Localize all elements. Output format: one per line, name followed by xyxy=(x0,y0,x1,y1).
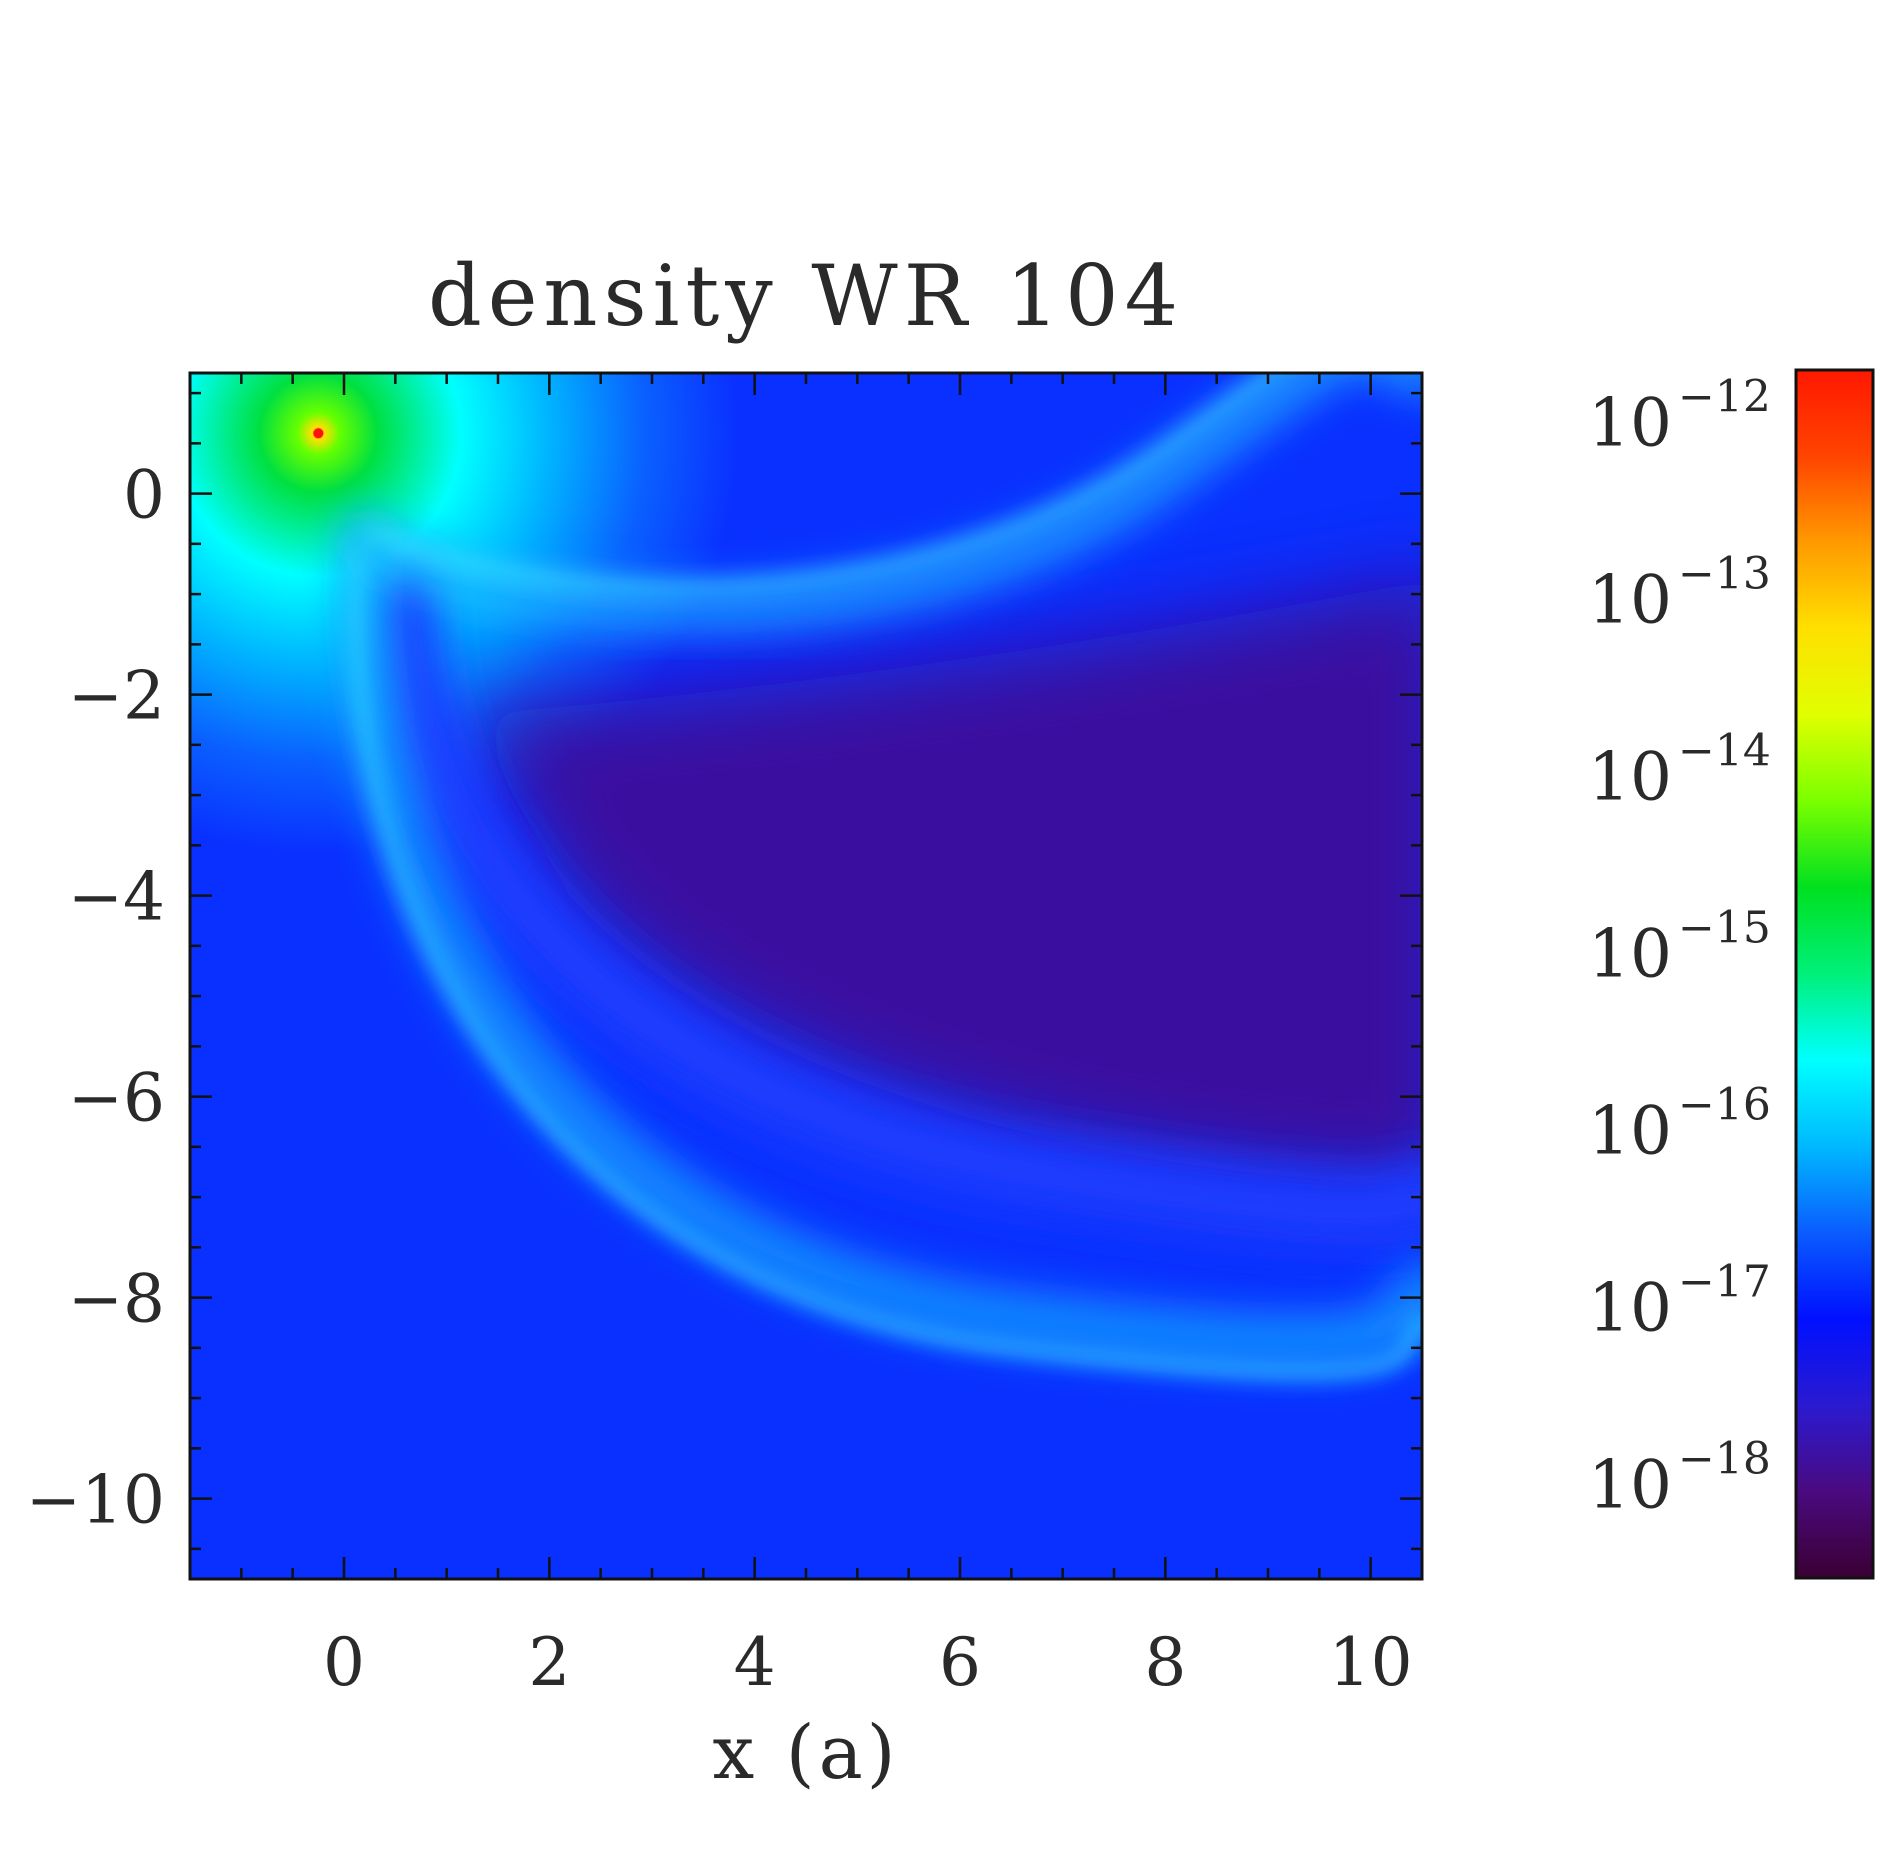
x-tick-label: 4 xyxy=(734,1624,776,1701)
y-tick-label: −10 xyxy=(26,1462,165,1539)
x-tick-label: 8 xyxy=(1144,1624,1186,1701)
y-tick-label: −8 xyxy=(68,1261,165,1338)
y-tick-label: −4 xyxy=(68,859,165,936)
shock-shell-upper xyxy=(354,373,1422,628)
x-tick-label: 2 xyxy=(528,1624,570,1701)
colorbar-tick-label: 10 −13 xyxy=(1588,548,1771,638)
colorbar-tick-label: 10 −15 xyxy=(1588,902,1771,992)
colorbar: 10−12 10−13 10−14 10−15 10−16 10−17 10−18 xyxy=(1588,368,1875,1580)
y-tick-labels: 0 −2 −4 −6 −8 −10 xyxy=(26,457,165,1539)
colorbar-tick-label: 10 −16 xyxy=(1588,1079,1771,1169)
x-tick-label: 0 xyxy=(323,1624,365,1701)
colorbar-tick-labels: 10−12 10−13 10−14 10−15 10−16 10−17 10−18 xyxy=(1588,371,1771,1523)
colorbar-border xyxy=(1794,368,1875,1580)
colorbar-gradient xyxy=(1796,370,1873,1578)
colorbar-tick-label: 10 −18 xyxy=(1588,1433,1771,1523)
colorbar-tick-label: 10 −14 xyxy=(1588,725,1771,815)
colorbar-tick-label: 10 −12 xyxy=(1588,371,1771,461)
shock-shell-upper-edge xyxy=(364,373,1282,593)
x-axis-label: x (a) xyxy=(712,1710,899,1796)
y-tick-label: −6 xyxy=(68,1060,165,1137)
star-core xyxy=(313,428,324,439)
x-tick-label: 6 xyxy=(939,1624,981,1701)
axis-ticks xyxy=(188,373,1424,1579)
density-heatmap xyxy=(190,373,1422,1579)
colorbar-tick-label: 10 −17 xyxy=(1588,1256,1771,1346)
shock-shell-edge xyxy=(350,537,1422,1378)
x-tick-labels: 0 2 4 6 8 10 xyxy=(323,1624,1413,1701)
shock-shell-outer xyxy=(339,509,1422,1366)
y-tick-label: −2 xyxy=(68,658,165,735)
inner-dense-band xyxy=(370,559,1422,1246)
chart-title: density WR 104 xyxy=(428,247,1184,345)
low-density-cavity xyxy=(467,580,1422,1186)
x-tick-label: 10 xyxy=(1329,1624,1413,1701)
y-tick-label: 0 xyxy=(123,457,165,534)
